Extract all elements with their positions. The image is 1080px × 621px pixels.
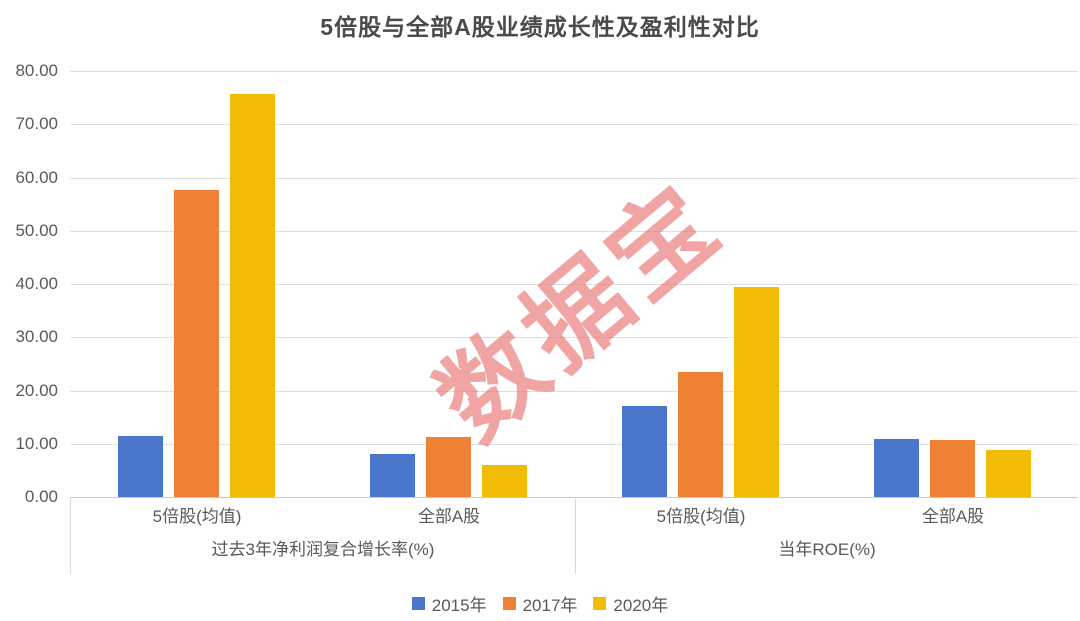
- legend-item: 2015年: [411, 591, 487, 616]
- x-axis-band: 5倍股(均值) 全部A股 5倍股(均值) 全部A股过去3年净利润复合增长率(%) 当年R…: [70, 497, 1079, 574]
- gridline: [70, 177, 1078, 179]
- gridline: [70, 497, 1078, 498]
- legend-swatch: [502, 596, 516, 610]
- group-label: 过去3年净利润复合增长率(%): [211, 540, 435, 559]
- gridline: [70, 71, 1078, 72]
- y-tick-label: 40.00: [15, 274, 58, 293]
- bar-2017年: [929, 440, 975, 497]
- gridline: [70, 124, 1078, 126]
- legend-item: 2017年: [502, 591, 578, 616]
- gridline: [70, 443, 1078, 445]
- gridline: [70, 337, 1078, 339]
- group-divider: [575, 497, 576, 574]
- bar-2020年: [733, 286, 779, 497]
- y-tick-label: 70.00: [15, 114, 58, 134]
- bar-2015年: [369, 453, 415, 497]
- y-tick-label: 80.00: [15, 61, 58, 80]
- bar-2015年: [117, 435, 163, 497]
- legend-label: 2017年: [522, 595, 578, 615]
- bar-2017年: [677, 372, 723, 497]
- plot-area: [70, 71, 1078, 498]
- gridline: [70, 230, 1078, 232]
- category-label: 5倍股(均值): [656, 507, 746, 526]
- y-tick-label: 10.00: [15, 433, 58, 453]
- legend-item: 2020年: [593, 591, 668, 616]
- y-tick-label: 20.00: [15, 380, 58, 400]
- category-label: 全部A股: [417, 507, 481, 526]
- legend-swatch: [411, 596, 425, 610]
- bar-2017年: [173, 189, 219, 497]
- bar-2020年: [229, 93, 275, 497]
- legend-swatch: [593, 596, 607, 610]
- chart-title: 5倍股与全部A股业绩成长性及盈利性对比: [320, 14, 760, 40]
- legend-label: 2020年: [613, 595, 669, 615]
- gridline: [70, 284, 1078, 285]
- y-tick-label: 0.00: [24, 487, 58, 506]
- bar-2015年: [621, 405, 667, 497]
- legend-label: 2015年: [431, 595, 487, 615]
- category-label: 5倍股(均值): [152, 507, 242, 526]
- y-tick-label: 60.00: [15, 167, 58, 187]
- category-label: 全部A股: [921, 507, 985, 526]
- legend: 2015年 2017年 2020年: [0, 591, 1080, 615]
- bar-2020年: [985, 449, 1031, 497]
- y-tick-label: 50.00: [15, 220, 58, 240]
- bar-2015年: [873, 438, 919, 497]
- gridline: [70, 390, 1078, 392]
- bar-2017年: [425, 437, 471, 497]
- group-label: 当年ROE(%): [778, 540, 876, 559]
- y-tick-label: 30.00: [15, 327, 58, 347]
- bar-2020年: [481, 465, 527, 497]
